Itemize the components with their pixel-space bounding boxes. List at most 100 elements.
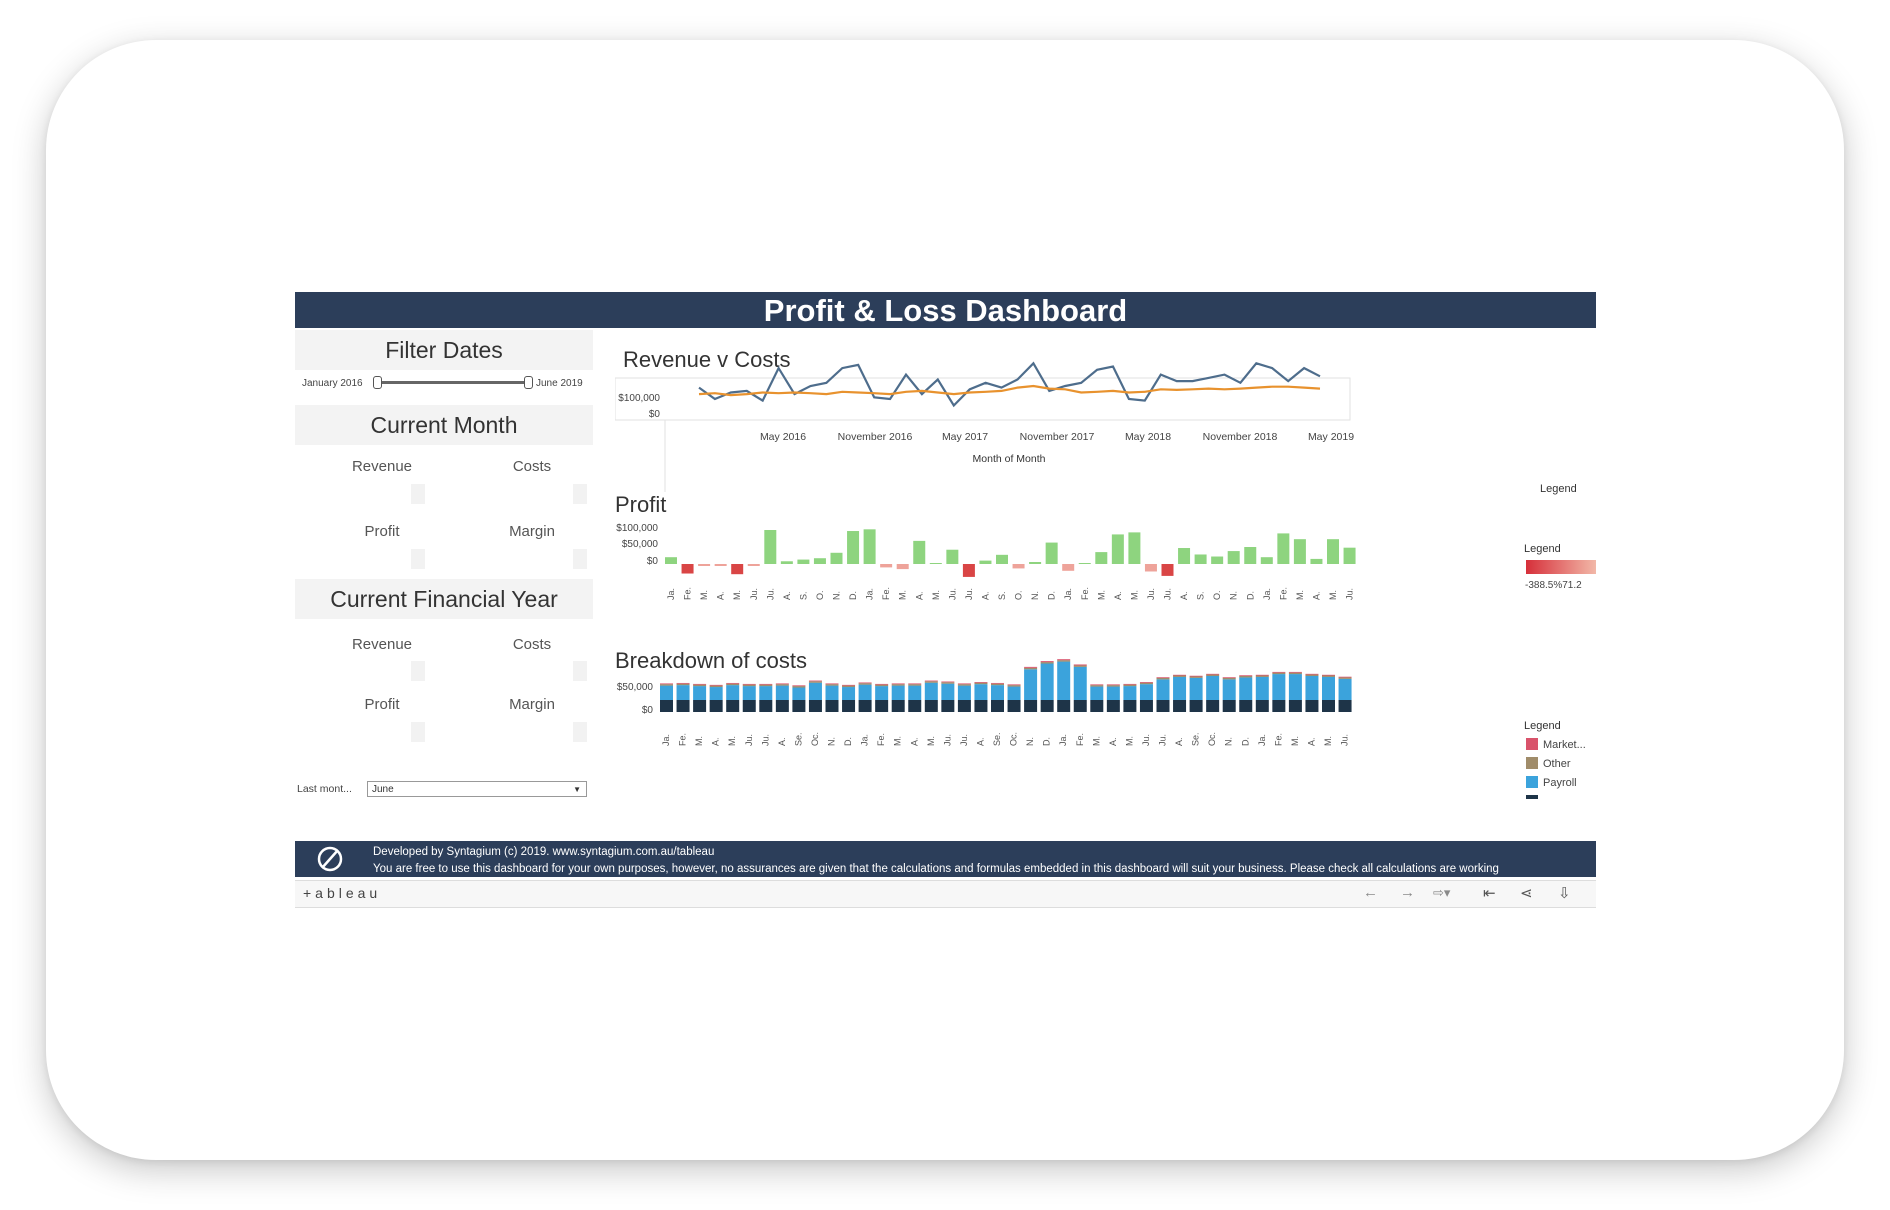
date-slider-end-handle[interactable]: [524, 376, 533, 389]
base-segment[interactable]: [1239, 700, 1253, 712]
payroll-segment[interactable]: [957, 685, 971, 700]
other-segment[interactable]: [1338, 677, 1352, 679]
profit-bar[interactable]: [996, 554, 1008, 564]
other-segment[interactable]: [709, 685, 723, 688]
profit-bar[interactable]: [1062, 564, 1075, 571]
payroll-segment[interactable]: [1206, 676, 1220, 700]
marketing-segment[interactable]: [1239, 675, 1253, 676]
profit-bar[interactable]: [747, 564, 760, 566]
other-segment[interactable]: [1239, 676, 1253, 678]
profit-bar[interactable]: [962, 564, 975, 577]
profit-bar[interactable]: [896, 564, 909, 570]
base-segment[interactable]: [1206, 700, 1220, 712]
marketing-segment[interactable]: [957, 683, 971, 685]
profit-bar[interactable]: [847, 531, 860, 564]
payroll-segment[interactable]: [660, 685, 673, 700]
profit-bar[interactable]: [780, 561, 793, 564]
marketing-segment[interactable]: [825, 683, 839, 685]
profit-bar[interactable]: [1244, 547, 1257, 564]
payroll-segment[interactable]: [991, 685, 1004, 700]
payroll-segment[interactable]: [875, 686, 889, 700]
payroll-segment[interactable]: [759, 686, 773, 700]
payroll-segment[interactable]: [709, 687, 723, 700]
revert-icon[interactable]: ⇨▾: [1433, 885, 1451, 900]
payroll-segment[interactable]: [1090, 686, 1104, 700]
payroll-segment[interactable]: [842, 687, 856, 700]
payroll-segment[interactable]: [1073, 666, 1087, 700]
other-segment[interactable]: [1305, 674, 1319, 676]
other-segment[interactable]: [1073, 665, 1087, 667]
profit-bar[interactable]: [1293, 539, 1306, 564]
marketing-segment[interactable]: [924, 680, 938, 682]
base-segment[interactable]: [1288, 700, 1302, 712]
payroll-segment[interactable]: [1057, 661, 1071, 700]
other-segment[interactable]: [974, 682, 988, 685]
last-month-select[interactable]: June ▼: [367, 781, 587, 797]
marketing-segment[interactable]: [941, 681, 955, 683]
breakdown-chart[interactable]: $50,000 $0 Ja. Fe. M. A. M. Ju. Ju. A. Se. Oc. N. D. J…: [617, 659, 1352, 746]
base-segment[interactable]: [825, 700, 839, 712]
download-icon[interactable]: ⇩: [1558, 885, 1571, 902]
other-segment[interactable]: [1322, 675, 1335, 677]
marketing-segment[interactable]: [908, 683, 922, 685]
other-segment[interactable]: [1139, 682, 1153, 685]
marketing-segment[interactable]: [676, 682, 690, 684]
payroll-segment[interactable]: [1024, 669, 1038, 700]
base-segment[interactable]: [908, 700, 922, 712]
base-segment[interactable]: [842, 700, 856, 712]
base-segment[interactable]: [941, 700, 955, 712]
marketing-segment[interactable]: [1123, 683, 1137, 685]
profit-bar[interactable]: [1194, 554, 1207, 564]
other-segment[interactable]: [1206, 674, 1220, 676]
payroll-segment[interactable]: [1189, 677, 1203, 700]
profit-bar[interactable]: [1144, 564, 1157, 572]
payroll-segment[interactable]: [1156, 679, 1170, 700]
base-segment[interactable]: [1073, 700, 1087, 712]
base-segment[interactable]: [1272, 700, 1286, 712]
other-segment[interactable]: [1057, 660, 1071, 662]
marketing-segment[interactable]: [1272, 671, 1286, 673]
payroll-segment[interactable]: [726, 685, 740, 700]
marketing-segment[interactable]: [1222, 677, 1236, 678]
other-segment[interactable]: [1288, 672, 1302, 675]
profit-bar[interactable]: [1128, 532, 1141, 564]
profit-bar[interactable]: [863, 529, 876, 564]
payroll-segment[interactable]: [1222, 679, 1236, 700]
marketing-segment[interactable]: [858, 682, 872, 684]
profit-bar[interactable]: [1310, 558, 1323, 564]
payroll-segment[interactable]: [1007, 686, 1021, 700]
profit-bar[interactable]: [731, 564, 744, 575]
base-segment[interactable]: [709, 700, 723, 712]
base-segment[interactable]: [1106, 700, 1120, 712]
profit-bar[interactable]: [813, 558, 826, 564]
marketing-segment[interactable]: [792, 685, 806, 687]
payroll-segment[interactable]: [1338, 678, 1352, 700]
profit-bar[interactable]: [1095, 552, 1108, 564]
profit-bar[interactable]: [1161, 564, 1174, 576]
base-segment[interactable]: [1007, 700, 1021, 712]
payroll-segment[interactable]: [693, 686, 707, 700]
other-segment[interactable]: [1024, 667, 1038, 670]
marketing-segment[interactable]: [1338, 676, 1352, 678]
base-segment[interactable]: [1139, 700, 1153, 712]
marketing-segment[interactable]: [660, 683, 673, 685]
base-segment[interactable]: [924, 700, 938, 712]
profit-bar[interactable]: [797, 559, 810, 564]
profit-bar[interactable]: [1178, 548, 1191, 564]
marketing-segment[interactable]: [974, 682, 988, 683]
marketing-segment[interactable]: [1040, 661, 1054, 663]
other-segment[interactable]: [775, 684, 789, 686]
payroll-segment[interactable]: [1288, 674, 1302, 700]
redo-icon[interactable]: →: [1400, 884, 1415, 901]
marketing-segment[interactable]: [1057, 659, 1071, 661]
marketing-segment[interactable]: [709, 684, 723, 686]
base-segment[interactable]: [792, 700, 806, 712]
other-segment[interactable]: [957, 684, 971, 686]
base-segment[interactable]: [991, 700, 1004, 712]
base-segment[interactable]: [808, 700, 822, 712]
marketing-segment[interactable]: [891, 683, 905, 685]
marketing-segment[interactable]: [1007, 684, 1021, 686]
other-segment[interactable]: [1189, 676, 1203, 678]
base-segment[interactable]: [957, 700, 971, 712]
other-segment[interactable]: [1090, 685, 1104, 687]
